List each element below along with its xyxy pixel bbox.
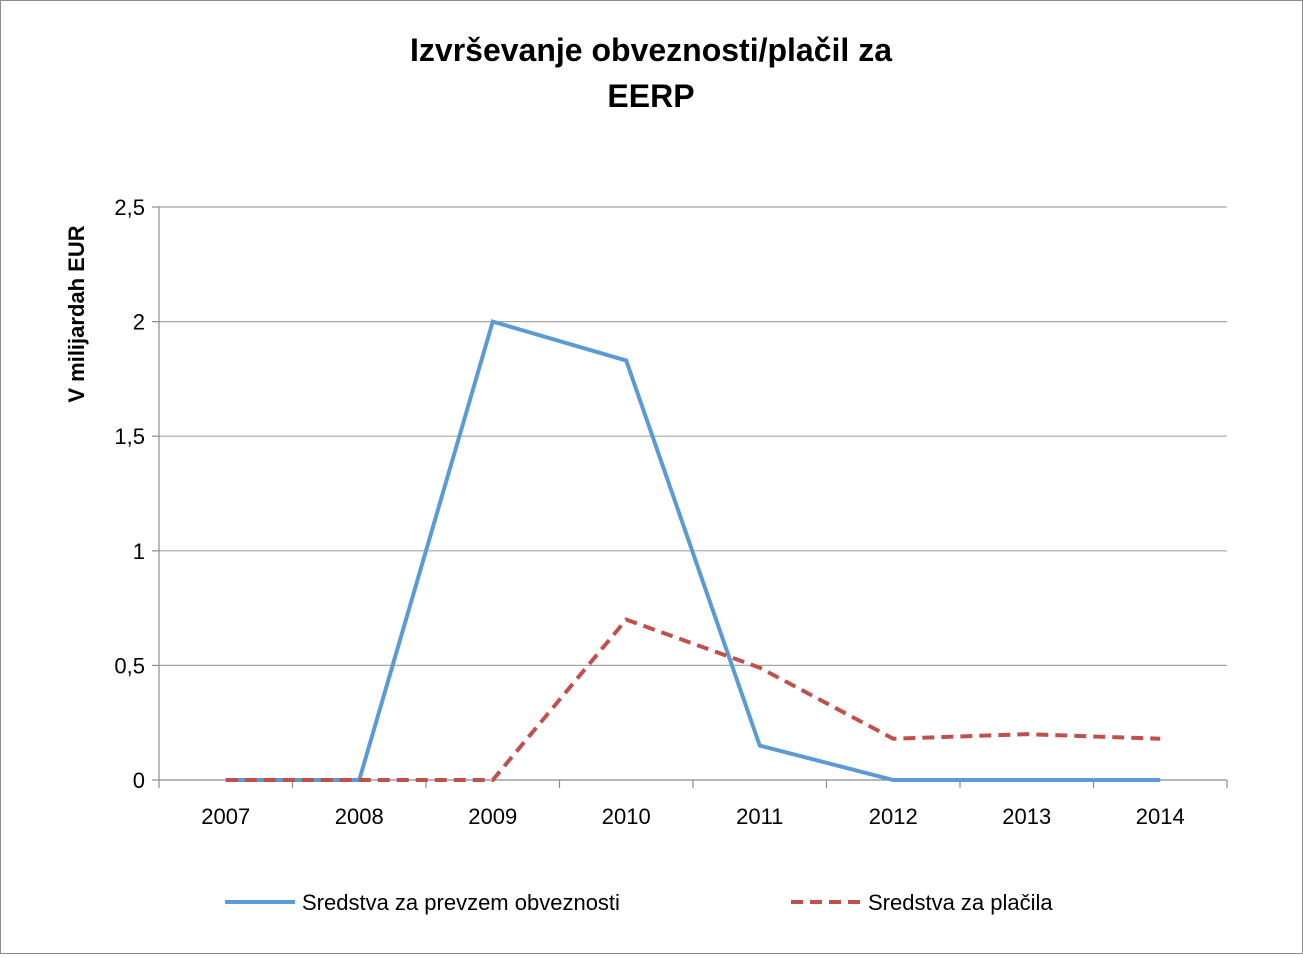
- y-tick-label: 0: [133, 768, 145, 793]
- series-line-2: [225, 617, 1161, 782]
- x-tick-label: 2014: [1136, 804, 1185, 829]
- x-tick-label: 2008: [335, 804, 384, 829]
- y-axis-label: V milijardah EUR: [64, 225, 89, 402]
- x-tick-label: 2009: [468, 804, 517, 829]
- legend-label-2: Sredstva za plačila: [868, 890, 1053, 915]
- legend: Sredstva za prevzem obveznosti Sredstva z…: [225, 890, 1053, 915]
- series-line-1: [225, 319, 1161, 782]
- y-tick-label: 0,5: [114, 653, 145, 678]
- y-tick-label: 2,5: [114, 195, 145, 220]
- gridlines: [159, 206, 1227, 667]
- x-tick-label: 2012: [869, 804, 918, 829]
- chart-title-line-1: Izvrševanje obveznosti/plačil za: [410, 32, 892, 68]
- x-tick-label: 2007: [201, 804, 250, 829]
- legend-label-1: Sredstva za prevzem obveznosti: [302, 890, 620, 915]
- x-tick-label: 2010: [602, 804, 651, 829]
- x-tick-label: 2013: [1002, 804, 1051, 829]
- x-tick-label: 2011: [736, 804, 783, 829]
- series-lines: [225, 319, 1161, 782]
- y-tick-label: 1,5: [114, 424, 145, 449]
- y-tick-label: 2: [133, 310, 145, 335]
- chart-title-line-2: EERP: [607, 78, 694, 114]
- y-tick-label: 1: [133, 539, 145, 564]
